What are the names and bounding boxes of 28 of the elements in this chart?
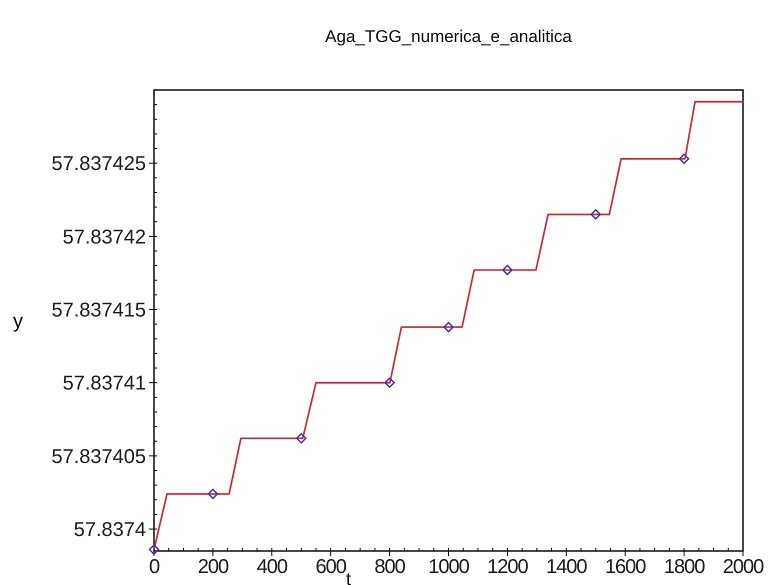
- point: [502, 264, 513, 276]
- x-tick-label: 1800: [664, 556, 706, 578]
- point: [678, 154, 690, 164]
- y-tick-label: 57.837405: [51, 446, 146, 468]
- x-tick-label: 0: [148, 556, 160, 578]
- x-axis-title: t: [346, 569, 352, 585]
- x-tick-label: 600: [316, 556, 347, 578]
- point: [296, 433, 306, 444]
- x-tick-label: 1200: [487, 556, 529, 578]
- x-tick-label: 400: [256, 556, 288, 578]
- point: [208, 488, 218, 500]
- chart-title: Aga_TGG_numerica_e_analitica: [325, 27, 572, 46]
- y-tick-label: 57.83741: [62, 372, 146, 395]
- x-tick-label: 2000: [722, 556, 764, 578]
- y-tick-label: 57.837415: [51, 300, 146, 322]
- x-tick-label: 200: [198, 556, 229, 578]
- x-tick-label: 1600: [604, 556, 646, 578]
- y-tick-label: 57.8374: [74, 519, 146, 542]
- x-tick-label: 800: [374, 556, 406, 578]
- y-tick-label: 57.837425: [51, 153, 146, 176]
- point: [443, 322, 454, 332]
- y-tick-label: 57.83742: [62, 226, 146, 248]
- point: [148, 544, 160, 555]
- x-tick-label: 1400: [546, 556, 588, 578]
- x-tick-label: 1000: [428, 556, 470, 578]
- y-axis-title: y: [13, 310, 23, 332]
- point: [384, 378, 395, 388]
- point: [590, 209, 601, 220]
